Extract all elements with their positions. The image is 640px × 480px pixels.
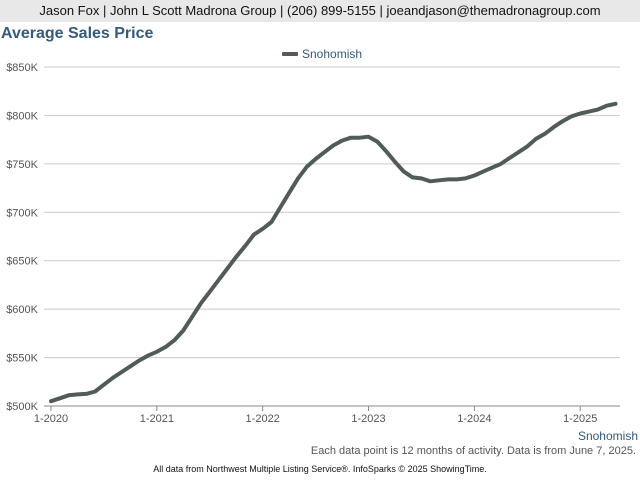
y-tick-label: $600K bbox=[6, 304, 38, 316]
legend-label: Snohomish bbox=[302, 47, 363, 61]
x-axis-series-label: Snohomish bbox=[578, 429, 638, 443]
y-tick-label: $650K bbox=[6, 256, 38, 268]
y-tick-label: $750K bbox=[6, 159, 38, 171]
y-tick-label: $700K bbox=[6, 207, 38, 219]
x-tick-label: 1-2024 bbox=[457, 413, 491, 425]
legend-swatch bbox=[282, 52, 298, 56]
data-source: All data from Northwest Multiple Listing… bbox=[153, 464, 487, 474]
x-tick-label: 1-2021 bbox=[140, 413, 174, 425]
x-tick-label: 1-2023 bbox=[351, 413, 385, 425]
y-tick-label: $550K bbox=[6, 353, 38, 365]
y-tick-label: $500K bbox=[6, 401, 38, 413]
x-tick-label: 1-2020 bbox=[34, 413, 68, 425]
x-tick-label: 1-2025 bbox=[563, 413, 597, 425]
y-tick-label: $850K bbox=[6, 62, 38, 74]
chart-legend[interactable]: Snohomish bbox=[282, 46, 362, 62]
chart-title: Average Sales Price bbox=[1, 25, 154, 42]
contact-header: Jason Fox | John L Scott Madrona Group |… bbox=[0, 0, 640, 22]
data-note: Each data point is 12 months of activity… bbox=[310, 445, 636, 457]
series-line bbox=[49, 101, 618, 404]
y-tick-label: $800K bbox=[6, 110, 38, 122]
x-tick-label: 1-2022 bbox=[246, 413, 280, 425]
